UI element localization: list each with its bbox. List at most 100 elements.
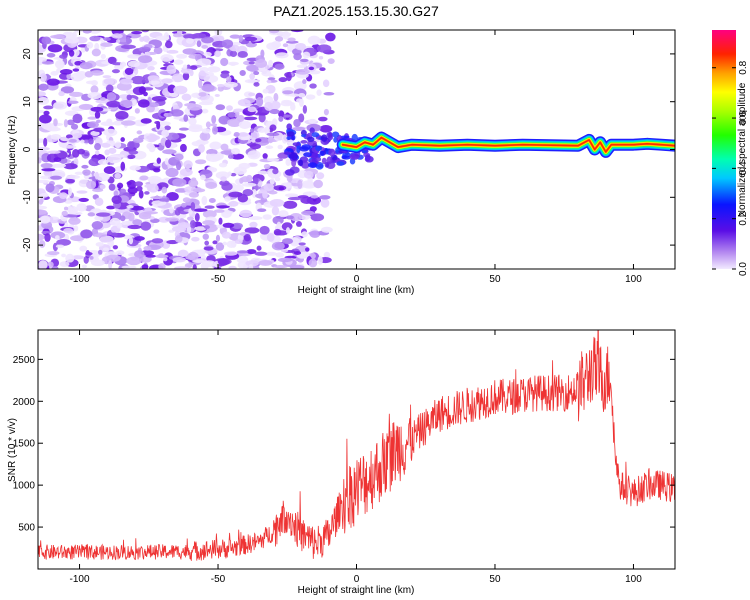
noise-blob <box>64 37 80 44</box>
colorbar-ticks: 0.0 0.2 0.4 0.6 0.8 <box>712 60 749 276</box>
noise-blob <box>281 134 288 144</box>
noise-blob <box>278 116 284 122</box>
noise-blob <box>263 95 274 105</box>
noise-blob <box>214 50 221 58</box>
noise-blob <box>131 31 143 35</box>
noise-blob <box>133 67 139 76</box>
noise-blob <box>158 198 169 202</box>
noise-blob <box>95 150 100 156</box>
figure-title: PAZ1.2025.153.15.30.G27 <box>273 3 439 19</box>
tone-trace <box>336 131 675 158</box>
noise-blob <box>64 199 73 204</box>
noise-blob <box>302 104 308 114</box>
noise-blob <box>128 150 139 155</box>
noise-blob <box>137 55 153 63</box>
noise-blob <box>283 200 298 209</box>
y-tick-label: 2000 <box>13 397 36 408</box>
noise-blob <box>181 93 192 101</box>
noise-blob <box>302 79 307 85</box>
noise-blob <box>66 174 80 180</box>
x-tick-label: 0 <box>354 574 360 585</box>
noise-blob <box>175 161 182 171</box>
noise-blob <box>46 53 56 58</box>
noise-blob <box>195 187 202 192</box>
noise-blob <box>43 105 54 110</box>
noise-blob <box>72 113 83 124</box>
noise-blob <box>266 158 280 162</box>
noise-blob <box>115 110 129 120</box>
transition-blob <box>308 162 318 169</box>
noise-blob <box>165 167 179 178</box>
noise-blob <box>250 130 260 140</box>
y-tick-label: 10 <box>22 96 33 108</box>
noise-blob <box>277 144 283 150</box>
noise-blob <box>213 266 222 269</box>
noise-blob <box>138 86 146 95</box>
noise-blob <box>41 36 52 45</box>
noise-blob <box>106 140 116 144</box>
noise-blob <box>217 258 230 266</box>
noise-blob <box>95 212 111 217</box>
noise-blob <box>261 70 272 77</box>
noise-blob <box>274 63 285 70</box>
noise-blob <box>119 215 126 222</box>
noise-blob <box>55 235 60 240</box>
noise-blob <box>284 114 291 118</box>
noise-blob <box>301 231 308 238</box>
noise-blob <box>220 57 229 67</box>
noise-blob <box>187 216 194 221</box>
noise-blob <box>127 54 143 59</box>
noise-blob <box>205 121 211 128</box>
noise-blob <box>126 256 142 266</box>
noise-blob <box>127 224 142 230</box>
noise-blob <box>55 244 65 249</box>
noise-blob <box>267 77 276 81</box>
noise-blob <box>173 85 188 95</box>
noise-blob <box>63 206 69 211</box>
noise-blob <box>171 73 185 83</box>
noise-blob <box>219 180 230 187</box>
transition-blob <box>307 140 317 146</box>
noise-blob <box>183 114 189 122</box>
noise-blob <box>224 196 231 202</box>
noise-blob <box>87 212 96 217</box>
noise-blob <box>264 101 273 111</box>
transition-blob <box>310 152 319 159</box>
noise-blob <box>258 259 273 266</box>
noise-blob <box>106 155 122 164</box>
noise-blob <box>59 261 70 267</box>
colorbar-tick-label: 0.8 <box>738 60 749 74</box>
noise-blob <box>238 162 251 170</box>
noise-blob <box>111 195 122 204</box>
noise-blob <box>194 213 200 222</box>
noise-blob <box>76 203 87 212</box>
noise-blob <box>108 183 116 191</box>
noise-blob <box>47 44 63 53</box>
noise-blob <box>243 116 258 121</box>
noise-blob <box>155 35 170 41</box>
noise-blob <box>308 231 319 236</box>
noise-blob <box>73 225 79 232</box>
noise-blob <box>80 47 86 53</box>
noise-blob <box>269 109 280 115</box>
noise-blob <box>97 159 109 165</box>
noise-blob <box>257 208 267 212</box>
noise-blob <box>227 171 232 177</box>
y-tick-label: 2500 <box>13 355 36 366</box>
noise-blob <box>99 97 106 102</box>
noise-blob <box>187 251 199 261</box>
noise-blob <box>121 221 127 226</box>
noise-blob <box>238 34 244 43</box>
noise-blob <box>271 206 280 216</box>
noise-blob <box>92 188 104 193</box>
noise-blob <box>266 42 280 51</box>
noise-blob <box>292 126 306 132</box>
noise-blob <box>192 259 205 263</box>
noise-blob <box>38 233 45 241</box>
noise-blob <box>192 32 207 39</box>
noise-blob <box>70 235 85 242</box>
noise-blob <box>174 235 183 243</box>
noise-blob <box>174 266 189 269</box>
noise-blob <box>262 214 272 220</box>
noise-blob <box>47 150 61 154</box>
